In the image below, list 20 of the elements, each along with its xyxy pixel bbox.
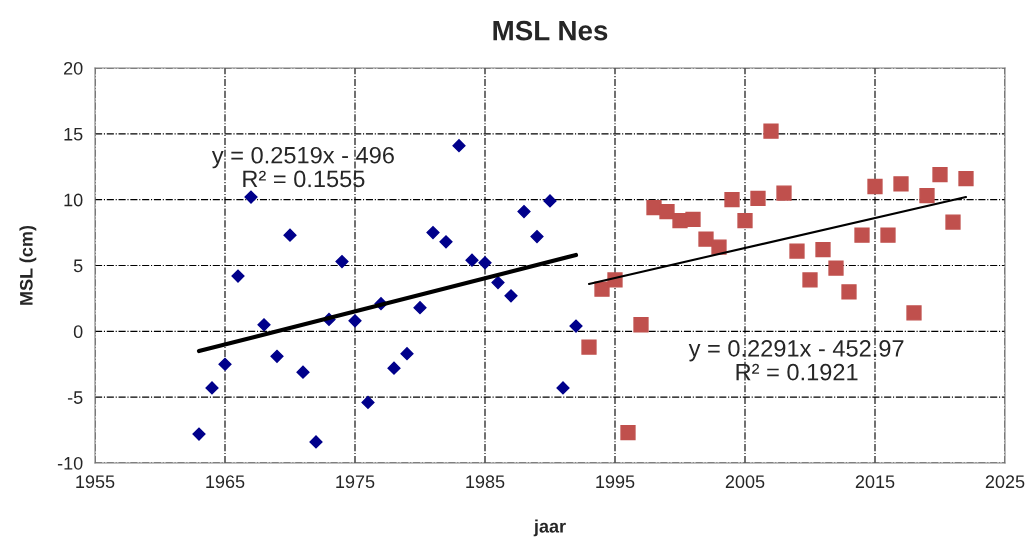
x-tick-label: 1965 (206, 475, 245, 489)
y-tick-label: 10 (64, 193, 83, 207)
x-tick-label: 1955 (76, 475, 115, 489)
y-axis-title: MSL (cm) (19, 225, 37, 305)
x-tick-label: 1995 (596, 475, 635, 489)
x-tick-label: 1985 (466, 475, 505, 489)
x-tick-label: 2005 (725, 475, 765, 489)
annotation: y = 0.2519x - 496 R² = 0.1555 (211, 146, 394, 188)
y-tick-label: 20 (64, 61, 83, 75)
y-tick-label: 15 (64, 127, 83, 141)
y-tick-label: -10 (57, 456, 83, 470)
x-tick-label: 1975 (336, 475, 375, 489)
x-axis-title: jaar (533, 519, 566, 537)
y-tick-label: 0 (73, 325, 83, 339)
x-tick-label: 2025 (985, 475, 1025, 489)
y-tick-label: 5 (73, 259, 83, 273)
annotation: y = 0.2291x - 452.97 R² = 0.1921 (688, 340, 904, 381)
x-tick-label: 2015 (855, 475, 895, 489)
chart-title: MSL Nes (493, 20, 608, 41)
y-tick-label: -5 (67, 391, 83, 404)
